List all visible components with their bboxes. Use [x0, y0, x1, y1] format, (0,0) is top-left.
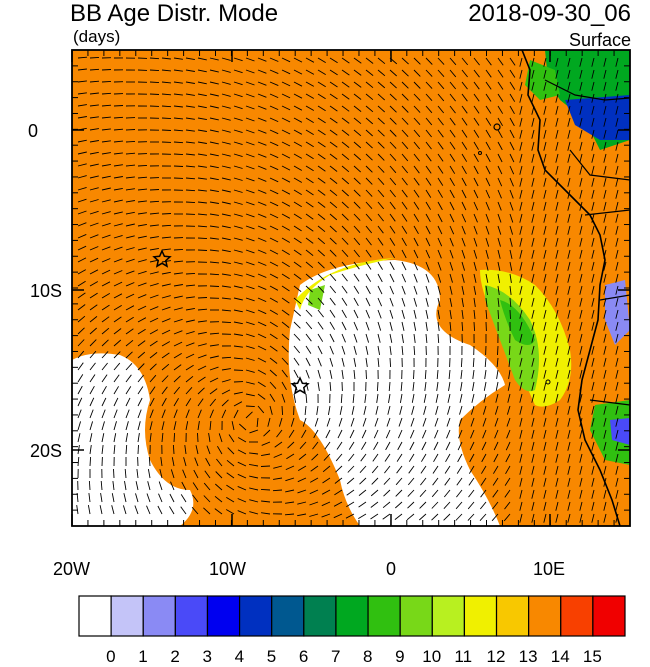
colorbar-swatch	[174, 595, 209, 637]
colorbar-label: 15	[582, 647, 602, 666]
colorbar-label: 6	[298, 647, 309, 666]
region-white-center	[288, 260, 505, 526]
region-yellow-rim	[295, 258, 395, 310]
region-green-se	[590, 400, 630, 465]
colorbar-swatch	[367, 595, 401, 637]
colorbar-swatch	[528, 595, 562, 637]
colorbar-label: 9	[395, 647, 405, 666]
colorbar-swatch	[238, 595, 273, 637]
colorbar-swatch	[335, 595, 369, 637]
coastline	[521, 50, 621, 526]
colorbar-label: 2	[170, 647, 180, 666]
colorbar-label: 8	[363, 647, 373, 666]
level-label: Surface	[568, 30, 631, 50]
island-principe	[478, 151, 482, 155]
colorbar-swatch	[206, 595, 241, 637]
y-tick-20s: 20S	[30, 441, 63, 461]
colorbar-swatch	[303, 595, 337, 637]
region-blue-ne	[565, 95, 630, 140]
units-label: (days)	[73, 27, 121, 46]
colorbar-swatch	[110, 595, 144, 637]
datetime-label: 2018-09-30_06	[468, 0, 631, 27]
colorbar-swatch	[560, 595, 594, 637]
y-tick-10s: 10S	[30, 281, 63, 301]
colorbar-label: 3	[202, 647, 212, 666]
colorbar-swatch	[592, 595, 626, 637]
colorbar-swatch	[463, 595, 498, 637]
colorbar-swatch	[399, 595, 433, 637]
star-marker	[290, 376, 310, 395]
colorbar-label: 4	[234, 647, 245, 666]
x-tick-10e: 10E	[533, 559, 566, 579]
colorbar-swatch	[431, 595, 466, 637]
map-field	[72, 50, 630, 526]
colorbar-swatch	[78, 595, 112, 637]
colorbar-label: 1	[138, 647, 148, 666]
colorbar-swatch	[142, 595, 176, 637]
colorbar-label: 14	[550, 647, 570, 666]
minor-ticks	[71, 49, 631, 527]
wind-vectors	[76, 56, 619, 523]
region-darkgreen-plume	[500, 300, 535, 345]
colorbar-label: 7	[330, 647, 341, 666]
y-tick-0: 0	[28, 121, 39, 141]
colorbar	[78, 595, 626, 637]
colorbar-label: 0	[106, 647, 116, 666]
region-blue-se	[610, 418, 630, 445]
star-marker	[152, 249, 172, 268]
colorbar-label: 12	[486, 647, 506, 666]
x-tick-10w: 10W	[209, 559, 247, 579]
colorbar-label: 11	[454, 647, 473, 666]
colorbar-swatch	[271, 595, 305, 637]
map-title: BB Age Distr. Mode	[70, 0, 279, 27]
country-border	[544, 79, 630, 406]
colorbar-label: 13	[518, 647, 538, 666]
region-white-west	[72, 353, 194, 526]
x-tick-0: 0	[386, 559, 397, 579]
island-small	[545, 379, 551, 385]
colorbar-swatch	[495, 595, 530, 637]
colorbar-label: 5	[266, 647, 277, 666]
x-tick-20w: 20W	[53, 559, 91, 579]
island-bioko	[493, 123, 501, 131]
colorbar-label: 10	[422, 647, 442, 666]
